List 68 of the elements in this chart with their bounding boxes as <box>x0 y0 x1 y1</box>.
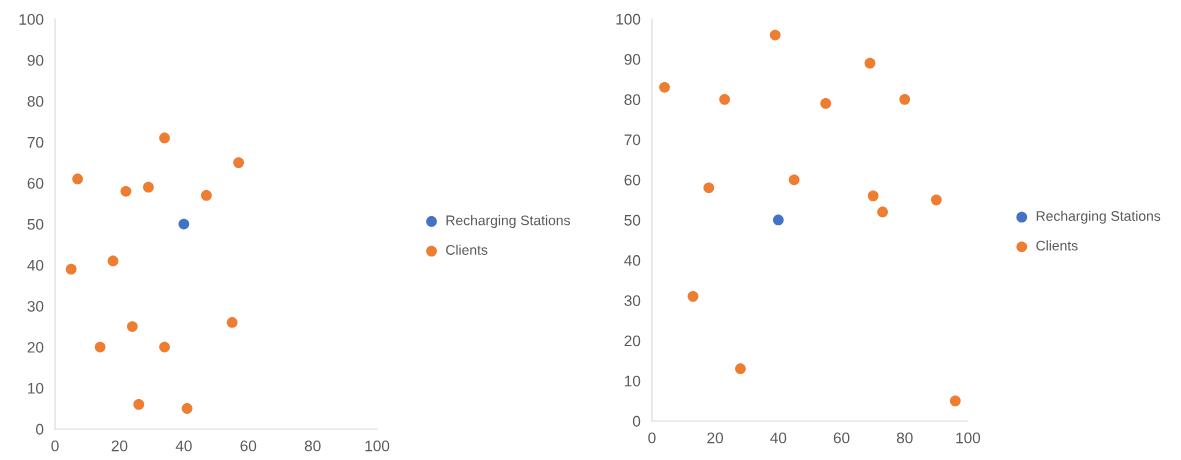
point <box>772 214 784 226</box>
x-tick-label: 0 <box>51 440 59 452</box>
point <box>159 341 170 353</box>
point <box>864 57 876 69</box>
legend-label: Recharging Stations <box>446 215 570 229</box>
y-tick-label: 100 <box>19 14 44 25</box>
y-tick-label: 70 <box>624 134 641 146</box>
legend-label: Clients <box>446 244 488 255</box>
x-tick-label: 0 <box>648 432 656 444</box>
point <box>719 93 730 105</box>
y-tick-label: 80 <box>624 94 641 106</box>
y-tick-label: 30 <box>27 300 44 312</box>
point <box>107 255 119 267</box>
y-tick-label: 30 <box>624 295 641 307</box>
point <box>233 157 244 168</box>
y-tick-label: 0 <box>632 415 641 427</box>
y-tick-label: 50 <box>27 218 44 230</box>
point <box>899 93 911 105</box>
y-tick-label: 60 <box>27 177 44 189</box>
point <box>65 263 77 275</box>
x-tick-label: 80 <box>896 432 913 444</box>
legend-label: Recharging Stations <box>1036 210 1161 224</box>
y-tick-label: 0 <box>36 423 44 435</box>
point <box>659 81 670 93</box>
y-tick-label: 20 <box>624 335 641 347</box>
y-tick-label: 10 <box>28 382 44 394</box>
point <box>126 321 138 332</box>
x-tick-label: 60 <box>240 440 257 452</box>
point <box>178 218 190 230</box>
x-tick-label: 60 <box>833 432 850 444</box>
y-tick-label: 40 <box>624 255 641 266</box>
legend-label: Clients <box>1036 240 1078 251</box>
x-tick-label: 100 <box>365 440 390 452</box>
y-tick-label: 40 <box>27 259 44 271</box>
point <box>949 395 961 407</box>
x-tick-label: 40 <box>770 432 787 444</box>
point <box>181 403 193 414</box>
y-tick-label: 90 <box>624 54 641 65</box>
x-tick-label: 20 <box>707 432 724 444</box>
y-tick-label: 80 <box>27 95 44 107</box>
point <box>201 190 212 201</box>
y-tick-label: 10 <box>624 375 641 387</box>
point <box>877 206 888 218</box>
point <box>143 181 154 193</box>
y-tick-label: 70 <box>27 136 44 148</box>
point <box>769 29 781 41</box>
x-tick-label: 20 <box>111 440 128 452</box>
y-tick-label: 100 <box>616 13 641 25</box>
point <box>94 341 106 353</box>
point <box>159 132 170 144</box>
y-tick-label: 90 <box>27 54 44 66</box>
point <box>930 194 942 206</box>
point <box>867 190 879 202</box>
point <box>72 173 83 185</box>
point <box>133 399 145 410</box>
point <box>788 174 800 186</box>
y-tick-label: 50 <box>624 214 641 226</box>
y-tick-label: 20 <box>27 341 44 353</box>
point <box>703 182 715 194</box>
point <box>226 317 238 328</box>
point <box>820 98 832 109</box>
y-tick-label: 60 <box>624 174 641 186</box>
point <box>120 185 132 197</box>
point <box>735 363 746 375</box>
point <box>687 290 699 302</box>
x-tick-label: 40 <box>175 440 192 452</box>
x-tick-label: 100 <box>956 432 981 444</box>
x-tick-label: 80 <box>304 440 321 452</box>
